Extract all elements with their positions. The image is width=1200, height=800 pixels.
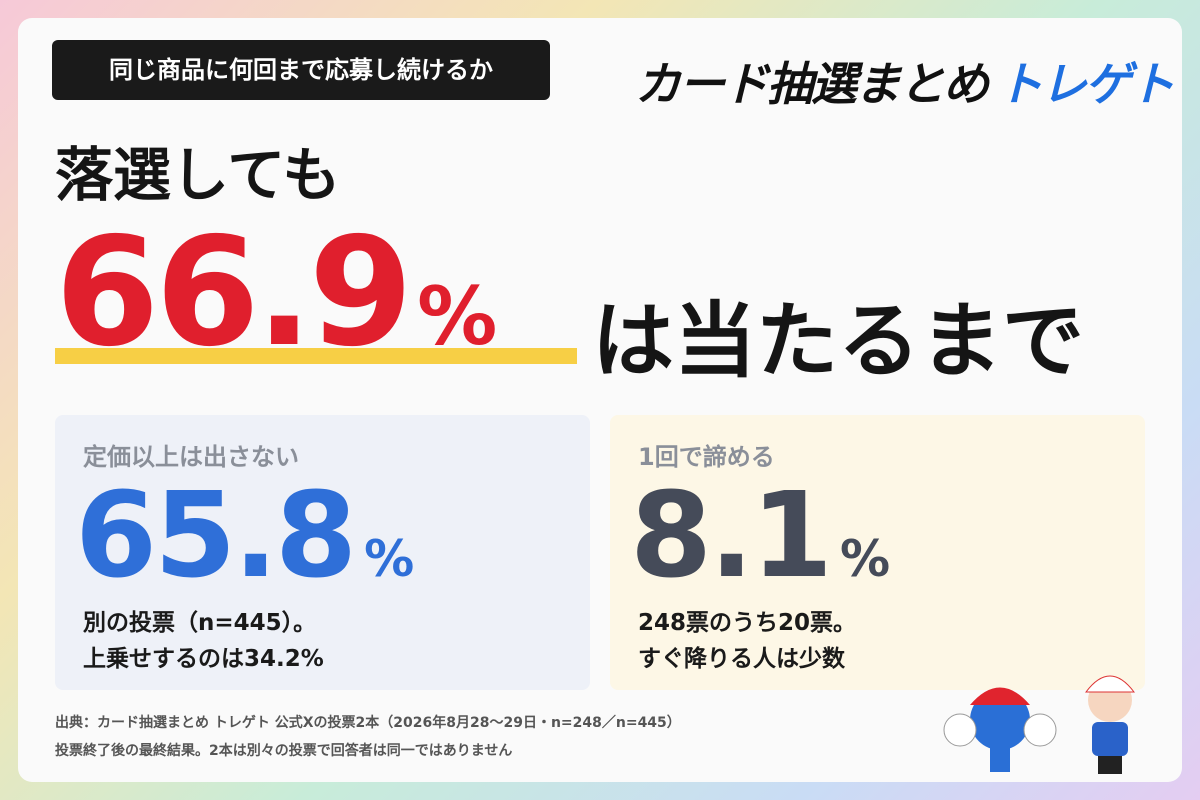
value: 66.9 bbox=[55, 206, 413, 380]
mascot-hand bbox=[1023, 713, 1057, 747]
mascot-cap bbox=[970, 687, 1030, 705]
stat-label: 1回で諦める bbox=[638, 443, 775, 471]
headline-lead: 落選しても bbox=[55, 141, 341, 209]
unit: % bbox=[840, 530, 890, 588]
girl-body bbox=[1092, 722, 1128, 756]
mascot-leg bbox=[990, 748, 1010, 772]
headline-tail: は当たるまで bbox=[592, 294, 1085, 389]
stat-note: 248票のうち20票。 bbox=[638, 610, 857, 636]
girl-shorts bbox=[1098, 756, 1122, 774]
value: 8.1 bbox=[630, 466, 833, 604]
footer-line: 出典：カード抽選まとめ トレゲト 公式Xの投票2本（2026年8月28〜29日・… bbox=[55, 715, 681, 731]
unit: % bbox=[417, 270, 497, 363]
stat-value: 8.1% bbox=[630, 475, 890, 619]
girl-cap bbox=[1084, 675, 1136, 693]
stat-label: 定価以上は出さない bbox=[83, 443, 299, 471]
headline-value: 66.9% bbox=[55, 218, 497, 392]
unit: % bbox=[364, 530, 414, 588]
stat-note: 別の投票（n=445）。 bbox=[83, 610, 317, 636]
stat-card: 定価以上は出さない 65.8% 別の投票（n=445）。 上乗せするのは34.2% bbox=[55, 415, 590, 690]
stat-value: 65.8% bbox=[75, 475, 414, 619]
stat-card: 1回で諦める 8.1% 248票のうち20票。 すぐ降りる人は少数 bbox=[610, 415, 1145, 690]
tag: 同じ商品に何回まで応募し続けるか bbox=[52, 40, 550, 100]
logo-main: カード抽選まとめ bbox=[635, 57, 989, 111]
mascots bbox=[943, 675, 1136, 774]
stat-note: すぐ降りる人は少数 bbox=[638, 646, 845, 672]
logo-brand: トレゲト bbox=[997, 57, 1175, 111]
stat-note: 上乗せするのは34.2% bbox=[83, 646, 324, 672]
logo: カード抽選まとめ トレゲト bbox=[635, 48, 1175, 114]
highlight bbox=[55, 348, 577, 364]
value: 65.8 bbox=[75, 466, 357, 604]
footer-line: 投票終了後の最終結果。2本は別々の投票で回答者は同一ではありません bbox=[55, 743, 513, 759]
mascot-hand bbox=[943, 713, 977, 747]
